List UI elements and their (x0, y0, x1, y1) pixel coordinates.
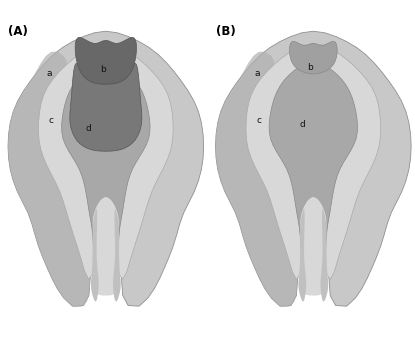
Polygon shape (215, 31, 411, 306)
Polygon shape (320, 209, 328, 301)
Polygon shape (91, 209, 99, 302)
Text: c: c (49, 116, 54, 125)
Polygon shape (246, 43, 381, 279)
Text: c: c (256, 116, 261, 125)
Polygon shape (70, 63, 142, 151)
Polygon shape (269, 62, 358, 251)
Text: a: a (47, 69, 52, 78)
Polygon shape (61, 62, 150, 251)
Text: (A): (A) (8, 25, 28, 38)
Text: (B): (B) (216, 25, 235, 38)
Polygon shape (300, 197, 327, 296)
Text: a: a (254, 69, 260, 78)
Polygon shape (290, 41, 337, 74)
Text: b: b (307, 63, 313, 72)
Polygon shape (8, 31, 204, 306)
Polygon shape (113, 209, 121, 301)
Polygon shape (8, 52, 106, 307)
Polygon shape (93, 197, 119, 296)
Text: d: d (85, 124, 91, 133)
Text: b: b (100, 65, 105, 74)
Polygon shape (215, 52, 313, 307)
Polygon shape (298, 209, 306, 302)
Text: d: d (299, 120, 305, 129)
Polygon shape (39, 43, 173, 279)
Polygon shape (75, 37, 137, 84)
